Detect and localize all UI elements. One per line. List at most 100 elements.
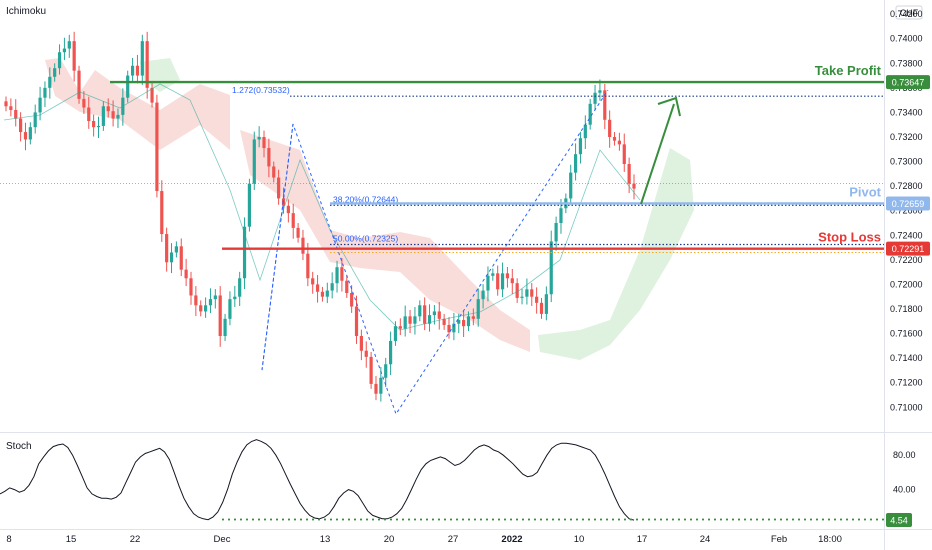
candle-body xyxy=(330,283,334,291)
candle-body xyxy=(588,103,592,125)
candle-body xyxy=(573,154,578,173)
x-tick-label: 18:00 xyxy=(818,534,842,545)
projection-arrow-shaft xyxy=(640,103,675,205)
candle-body xyxy=(627,164,631,184)
candle-body xyxy=(296,227,300,238)
candle-body xyxy=(189,278,193,296)
candle-body xyxy=(388,340,393,365)
candle-body xyxy=(301,237,305,254)
candle-body xyxy=(476,299,480,319)
candle-body xyxy=(559,208,563,223)
stoch-tick-label: 40.00 xyxy=(893,485,916,495)
candle-body xyxy=(33,112,37,128)
candle-body xyxy=(315,284,320,292)
x-tick-label: 13 xyxy=(320,534,331,545)
x-tick-label: 10 xyxy=(574,534,585,545)
candle-body xyxy=(218,295,222,337)
candle-body xyxy=(466,316,471,327)
candle-body xyxy=(213,295,217,300)
candle-body xyxy=(96,125,101,128)
candle-body xyxy=(155,102,159,192)
candle-body xyxy=(578,138,583,155)
candle-body xyxy=(4,101,8,107)
candle-body xyxy=(535,296,539,303)
candle-body xyxy=(612,136,617,141)
candle-body xyxy=(335,267,339,284)
candle-body xyxy=(267,148,271,167)
candle-body xyxy=(427,315,432,324)
y-tick-label: 0.72800 xyxy=(890,181,923,191)
candle-body xyxy=(437,311,441,319)
candle-body xyxy=(603,90,607,120)
ichimoku-cloud-green xyxy=(538,148,694,360)
candle-body xyxy=(199,305,203,312)
x-tick-label: 27 xyxy=(448,534,459,545)
x-tick-label: 24 xyxy=(700,534,711,545)
x-tick-label: Feb xyxy=(771,534,787,545)
candle-body xyxy=(238,278,242,297)
candle-body xyxy=(179,246,183,270)
x-tick-label: 20 xyxy=(384,534,395,545)
y-tick-label: 0.71000 xyxy=(890,402,923,412)
currency-tag xyxy=(895,5,923,20)
candle-body xyxy=(447,324,451,333)
y-tick-label: 0.73200 xyxy=(890,132,923,142)
candle-body xyxy=(28,127,32,140)
candle-body xyxy=(617,140,621,145)
y-tick-label: 0.73800 xyxy=(890,58,923,68)
candle-body xyxy=(135,65,140,76)
candle-body xyxy=(126,75,130,98)
stoch-current-label: 4.54 xyxy=(890,516,908,526)
candle-body xyxy=(291,213,295,228)
candle-body xyxy=(150,87,154,103)
candle-body xyxy=(38,97,42,113)
fib-level-label: 38.20%(0.72644) xyxy=(333,194,398,204)
stoch-line xyxy=(0,439,635,521)
candle-body xyxy=(622,144,626,165)
indicator-label-ichimoku[interactable]: Ichimoku xyxy=(6,6,47,17)
candle-body xyxy=(520,296,524,298)
candle-body xyxy=(252,139,256,184)
candle-body xyxy=(398,326,402,329)
candle-body xyxy=(452,323,456,333)
y-tick-label: 0.72000 xyxy=(890,279,923,289)
candle-body xyxy=(569,172,573,199)
level-label-pivot: Pivot xyxy=(849,184,881,199)
y-tick-label: 0.71200 xyxy=(890,378,923,388)
candle-body xyxy=(77,70,81,99)
candle-body xyxy=(408,316,412,324)
candle-body xyxy=(14,109,18,119)
fib-level-label: 50.00%(0.72325) xyxy=(333,233,398,243)
y-tick-label: 0.71400 xyxy=(890,353,923,363)
candle-body xyxy=(23,132,28,140)
candle-body xyxy=(486,275,490,291)
candle-body xyxy=(233,296,237,300)
candle-body xyxy=(340,267,344,281)
candle-body xyxy=(325,290,329,297)
candle-body xyxy=(160,191,164,235)
candle-body xyxy=(500,273,505,290)
ichimoku-cloud-red xyxy=(45,58,230,150)
candle-body xyxy=(228,299,232,319)
candle-body xyxy=(384,364,388,378)
candle-body xyxy=(62,48,67,53)
candle-body xyxy=(593,92,597,104)
candle-body xyxy=(539,302,544,314)
candle-body xyxy=(598,90,602,93)
candle-body xyxy=(101,106,105,126)
candle-body xyxy=(510,278,514,284)
level-label-stop_loss: Stop Loss xyxy=(818,230,881,245)
candle-body xyxy=(320,291,325,297)
candle-body xyxy=(491,273,495,276)
x-tick-label: 17 xyxy=(637,534,648,545)
candle-body xyxy=(48,76,52,88)
candle-body xyxy=(393,326,398,341)
candle-body xyxy=(632,183,636,189)
ichimoku-cloud-green xyxy=(140,58,180,92)
candle-body xyxy=(505,273,510,279)
candle-body xyxy=(286,205,290,214)
candle-body xyxy=(116,114,120,119)
indicator-label-stoch[interactable]: Stoch xyxy=(6,441,32,452)
stoch-tick-label: 80.00 xyxy=(893,450,916,460)
